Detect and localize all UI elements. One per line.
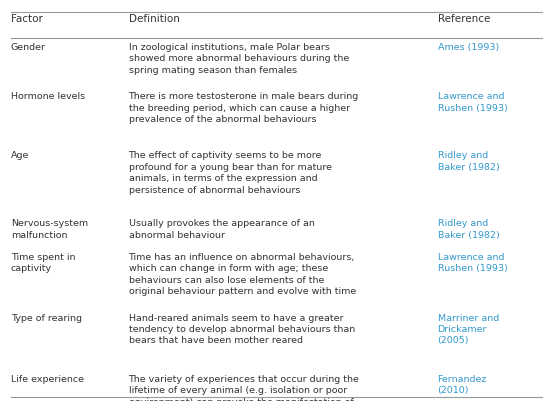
- Text: Nervous-system
malfunction: Nervous-system malfunction: [11, 219, 88, 240]
- Text: Gender: Gender: [11, 43, 46, 52]
- Text: Lawrence and
Rushen (1993): Lawrence and Rushen (1993): [438, 92, 508, 113]
- Text: Life experience: Life experience: [11, 375, 84, 384]
- Text: Hand-reared animals seem to have a greater
tendency to develop abnormal behaviou: Hand-reared animals seem to have a great…: [129, 314, 355, 346]
- Text: Ridley and
Baker (1982): Ridley and Baker (1982): [438, 151, 499, 172]
- Text: Usually provokes the appearance of an
abnormal behaviour: Usually provokes the appearance of an ab…: [129, 219, 315, 240]
- Text: There is more testosterone in male bears during
the breeding period, which can c: There is more testosterone in male bears…: [129, 92, 359, 124]
- Text: Ridley and
Baker (1982): Ridley and Baker (1982): [438, 219, 499, 240]
- Text: Fernandez
(2010): Fernandez (2010): [438, 375, 487, 395]
- Text: Lawrence and
Rushen (1993): Lawrence and Rushen (1993): [438, 253, 508, 273]
- Text: Age: Age: [11, 151, 30, 160]
- Text: Marriner and
Drickamer
(2005): Marriner and Drickamer (2005): [438, 314, 499, 346]
- Text: Time spent in
captivity: Time spent in captivity: [11, 253, 75, 273]
- Text: Time has an influence on abnormal behaviours,
which can change in form with age;: Time has an influence on abnormal behavi…: [129, 253, 356, 296]
- Text: Type of rearing: Type of rearing: [11, 314, 82, 322]
- Text: Ames (1993): Ames (1993): [438, 43, 499, 52]
- Text: In zoological institutions, male Polar bears
showed more abnormal behaviours dur: In zoological institutions, male Polar b…: [129, 43, 349, 75]
- Text: Factor: Factor: [11, 14, 43, 24]
- Text: Reference: Reference: [438, 14, 490, 24]
- Text: The effect of captivity seems to be more
profound for a young bear than for matu: The effect of captivity seems to be more…: [129, 151, 331, 194]
- Text: The variety of experiences that occur during the
lifetime of every animal (e.g. : The variety of experiences that occur du…: [129, 375, 359, 401]
- Text: Hormone levels: Hormone levels: [11, 92, 85, 101]
- Text: Definition: Definition: [129, 14, 179, 24]
